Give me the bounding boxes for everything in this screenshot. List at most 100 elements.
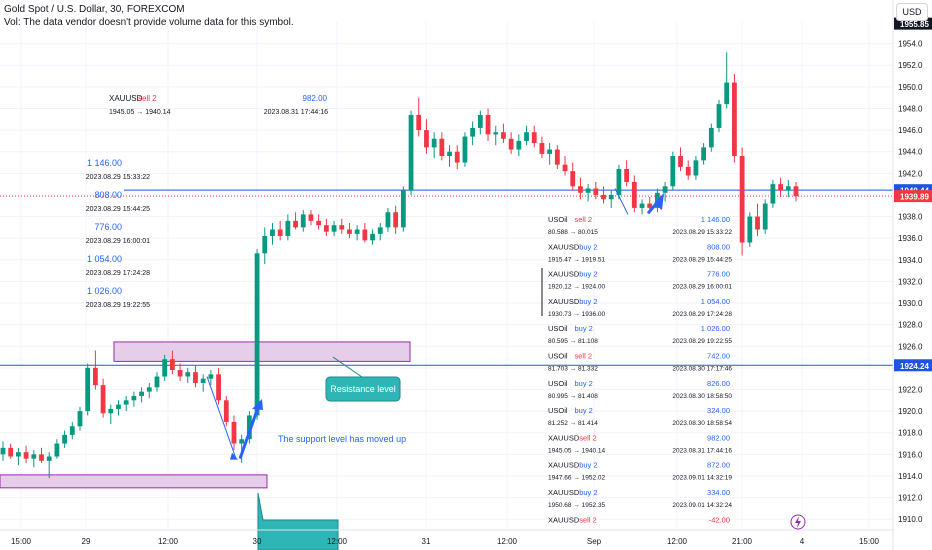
trade-prices: 1915.47 → 1919.51 — [548, 256, 605, 263]
trade-side: sell 2 — [579, 433, 597, 442]
candle-body — [770, 184, 776, 204]
trade-side: buy 2 — [575, 379, 593, 388]
time-tick-label: 15:00 — [11, 537, 32, 546]
trade-profit: 324.00 — [707, 406, 730, 415]
candle-body — [454, 151, 460, 163]
trade-prices: 1920.12 → 1924.00 — [548, 284, 605, 291]
trade-symbol: USOil — [548, 379, 568, 388]
time-tick-label: 12:00 — [497, 537, 518, 546]
trade-time: 2023.08.30 17:17:46 — [672, 366, 732, 373]
trade-prices: 80.595 → 81.108 — [548, 338, 598, 345]
candle-body — [92, 367, 98, 386]
candle-body — [778, 184, 784, 191]
candle-body — [685, 166, 691, 176]
trade-prices: 81.252 → 81.414 — [548, 420, 598, 427]
time-tick-label: 12:00 — [667, 537, 688, 546]
candle-body — [616, 168, 622, 195]
currency-button[interactable]: USD — [896, 3, 928, 21]
trade-profit: 982.00 — [303, 94, 328, 103]
trade-symbol: XAUUSD — [109, 94, 143, 103]
trade-profit: 872.00 — [707, 461, 730, 470]
trade-symbol: XAUUSD — [548, 461, 580, 470]
candle-body — [462, 136, 468, 163]
candle-body — [31, 454, 37, 459]
price-tick-label: 1954.0 — [898, 40, 923, 49]
candle-body — [347, 229, 352, 234]
candle-body — [362, 229, 368, 241]
candle-body — [54, 443, 60, 457]
trade-time: 2023.08.31 17:44:16 — [264, 109, 328, 116]
price-tick-label: 1922.0 — [898, 385, 923, 394]
up-arrow-icon — [252, 398, 263, 410]
candle-body — [77, 411, 83, 427]
candle-body — [246, 415, 252, 440]
price-tick-label: 1928.0 — [898, 321, 923, 330]
trade-profit: -42.00 — [709, 515, 730, 524]
candle-body — [293, 220, 298, 228]
trade-side: sell 2 — [575, 352, 593, 361]
trade-prices: 1945.05 → 1940.14 — [548, 447, 605, 454]
trade-symbol: XAUUSD — [548, 515, 580, 524]
candle-body — [739, 156, 745, 243]
support-resistance-zone — [113, 341, 411, 362]
trade-side: sell 2 — [575, 215, 593, 224]
left-trade-profit: 776.00 — [94, 222, 122, 232]
price-tick-label: 1910.0 — [898, 515, 923, 524]
trade-time: 2023.08.29 16:00:01 — [672, 284, 732, 291]
symbol-title: Gold Spot / U.S. Dollar, 30, FOREXCOM — [4, 4, 185, 15]
trade-profit: 742.00 — [707, 352, 730, 361]
left-trade-time: 2023.08.29 15:33:22 — [86, 174, 150, 181]
price-badge — [894, 359, 932, 372]
candle-body — [547, 149, 553, 154]
trade-prices: 1930.73 → 1936.00 — [548, 311, 605, 318]
candle-body — [708, 127, 714, 148]
left-trade-profit: 1 146.00 — [87, 158, 122, 168]
price-tick-label: 1932.0 — [898, 277, 923, 286]
trade-symbol: USOil — [548, 406, 568, 415]
candle-body — [793, 186, 799, 197]
candle-body — [662, 186, 668, 193]
left-trade-time: 2023.08.29 15:44:25 — [86, 206, 150, 213]
candle-body — [277, 229, 283, 237]
candle-body — [701, 147, 707, 161]
trade-prices: 80.588 → 80.015 — [548, 229, 598, 236]
candle-body — [85, 367, 91, 412]
candle-body — [416, 114, 422, 131]
support-callout-shape — [257, 492, 339, 550]
time-tick-label: 29 — [82, 537, 91, 546]
price-tick-label: 1942.0 — [898, 169, 923, 178]
trade-symbol: XAUUSD — [548, 488, 580, 497]
candle-body — [624, 168, 630, 182]
candle-body — [385, 212, 391, 228]
left-trade-time: 2023.08.29 17:24:28 — [86, 270, 150, 277]
candle-body — [123, 400, 129, 405]
candle-body — [631, 181, 637, 208]
price-tick-label: 1950.0 — [898, 83, 923, 92]
price-tick-label: 1926.0 — [898, 342, 923, 351]
trade-prices: 1947.66 → 1952.02 — [548, 475, 605, 482]
time-tick-label: 4 — [800, 537, 805, 546]
candle-body — [400, 190, 406, 228]
support-moved-note: The support level has moved up — [278, 434, 406, 444]
candle-body — [539, 143, 545, 154]
candle-body — [339, 225, 345, 230]
candle-body — [608, 194, 614, 200]
candle-body — [755, 216, 760, 230]
candle-body — [747, 216, 753, 243]
candle-body — [354, 229, 360, 234]
time-tick-label: 30 — [253, 537, 262, 546]
candle-body — [223, 400, 229, 422]
lightning-glyph-icon — [795, 516, 801, 528]
price-tick-label: 1934.0 — [898, 256, 923, 265]
candle-body — [570, 171, 576, 187]
left-trade-profit: 1 026.00 — [87, 286, 122, 296]
trade-time: 2023.08.29 15:33:22 — [672, 229, 732, 236]
trade-profit: 1 026.00 — [701, 324, 730, 333]
candle-body — [62, 434, 67, 444]
left-trade-time: 2023.08.29 16:00:01 — [86, 238, 150, 245]
trade-side: buy 2 — [579, 297, 597, 306]
price-tick-label: 1916.0 — [898, 450, 923, 459]
time-tick-label: Sep — [587, 537, 602, 546]
